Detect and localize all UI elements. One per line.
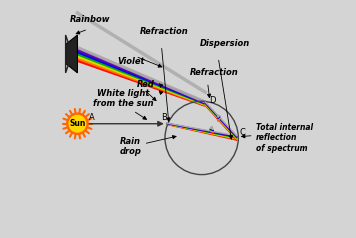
Text: B: B bbox=[161, 113, 167, 122]
Text: White light
from the sun: White light from the sun bbox=[93, 89, 154, 108]
Text: Sun: Sun bbox=[69, 119, 86, 128]
Text: C: C bbox=[239, 128, 245, 137]
Circle shape bbox=[67, 113, 88, 134]
Polygon shape bbox=[66, 35, 78, 73]
Text: Refraction: Refraction bbox=[190, 68, 239, 77]
Text: Dispersion: Dispersion bbox=[200, 39, 251, 48]
Text: Red: Red bbox=[137, 80, 155, 89]
Text: A: A bbox=[89, 113, 94, 122]
Text: Refraction: Refraction bbox=[140, 27, 188, 36]
Text: Rain
drop: Rain drop bbox=[120, 137, 141, 156]
Text: Rainbow: Rainbow bbox=[70, 15, 111, 24]
Text: Total internal
reflection
of spectrum: Total internal reflection of spectrum bbox=[256, 123, 313, 153]
Text: D: D bbox=[209, 96, 215, 104]
Circle shape bbox=[69, 115, 86, 132]
Text: Violet: Violet bbox=[117, 57, 145, 65]
